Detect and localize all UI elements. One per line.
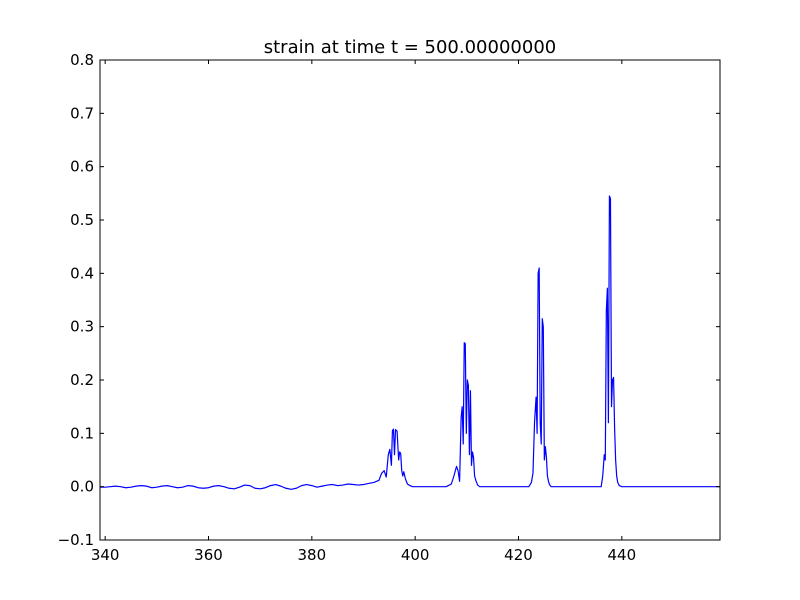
plot-area [100, 195, 720, 490]
x-tick-label: 360 [194, 546, 223, 564]
axes-frame [99, 59, 721, 541]
chart-title: strain at time t = 500.00000000 [264, 37, 556, 58]
y-tick-label: 0.1 [70, 424, 94, 442]
y-tick-label: 0.0 [70, 478, 94, 496]
y-tick-label: −0.1 [58, 531, 94, 549]
x-tick-label: 380 [298, 546, 327, 564]
y-tick-label: 0.7 [70, 104, 94, 122]
x-tick-label: 420 [504, 546, 533, 564]
y-tick-label: 0.2 [70, 371, 94, 389]
x-tick-label: 340 [91, 546, 120, 564]
y-tick-label: 0.4 [70, 264, 94, 282]
series-line-0 [100, 195, 720, 490]
y-tick-label: 0.3 [70, 318, 94, 336]
y-tick-label: 0.8 [70, 51, 94, 69]
axes: 340 360 380 400 420 440 −0.1 0.0 0.1 0.2 0.3 0.4 0.5… [58, 51, 721, 564]
y-tick-label: 0.5 [70, 211, 94, 229]
x-tick-label: 440 [608, 546, 637, 564]
x-tick-label: 400 [401, 546, 430, 564]
y-tick-label: 0.6 [70, 158, 94, 176]
